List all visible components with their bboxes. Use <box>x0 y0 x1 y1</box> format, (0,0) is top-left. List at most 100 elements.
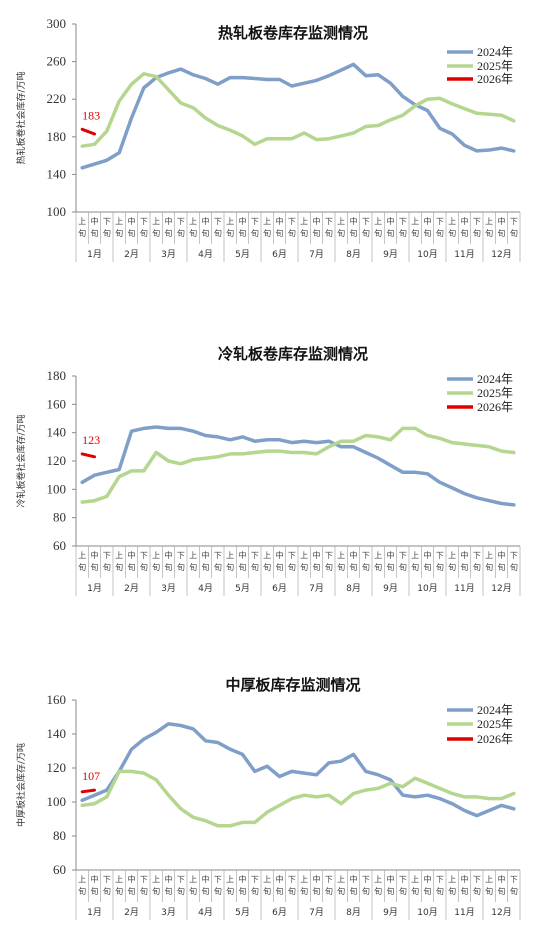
x-sub-label-bottom: 旬 <box>424 562 432 572</box>
x-sub-label-bottom: 旬 <box>152 562 160 572</box>
y-tick-label: 260 <box>47 54 67 69</box>
y-tick-label: 160 <box>47 396 67 411</box>
x-sub-label-bottom: 旬 <box>202 228 210 238</box>
x-sub-label-top: 上 <box>78 217 86 226</box>
legend-label: 2024年 <box>477 372 513 386</box>
x-sub-label-bottom: 旬 <box>485 228 493 238</box>
x-sub-label-bottom: 旬 <box>473 886 481 896</box>
x-sub-label-top: 上 <box>300 875 308 884</box>
x-sub-label-bottom: 旬 <box>399 886 407 896</box>
x-month-label: 7月 <box>309 907 324 918</box>
x-sub-label-bottom: 旬 <box>226 886 234 896</box>
x-sub-label-bottom: 旬 <box>288 562 296 572</box>
x-sub-label-top: 下 <box>177 551 185 560</box>
y-tick-label: 140 <box>47 726 67 741</box>
x-sub-label-bottom: 旬 <box>411 562 419 572</box>
x-sub-label-top: 上 <box>337 551 345 560</box>
x-sub-label-top: 上 <box>152 551 160 560</box>
x-sub-label-bottom: 旬 <box>115 228 123 238</box>
latest-value-annotation: 107 <box>82 769 100 783</box>
x-sub-label-top: 上 <box>189 551 197 560</box>
x-month-label: 11月 <box>454 249 474 260</box>
x-sub-label-top: 下 <box>140 217 148 226</box>
y-tick-label: 180 <box>47 368 67 383</box>
y-axis-label: 中厚板社会库存/万吨 <box>15 743 27 827</box>
x-month-label: 1月 <box>87 249 102 260</box>
y-tick-label: 140 <box>47 166 67 181</box>
x-sub-label-top: 中 <box>498 216 506 226</box>
x-sub-label-top: 上 <box>263 875 271 884</box>
x-sub-label-bottom: 旬 <box>276 562 284 572</box>
x-month-label: 5月 <box>235 249 250 260</box>
x-sub-label-bottom: 旬 <box>313 562 321 572</box>
series-line-2024 <box>80 722 516 818</box>
x-sub-label-top: 上 <box>152 217 160 226</box>
x-sub-label-bottom: 旬 <box>115 886 123 896</box>
x-sub-label-top: 上 <box>263 551 271 560</box>
x-sub-label-bottom: 旬 <box>165 562 173 572</box>
x-sub-label-bottom: 旬 <box>473 228 481 238</box>
x-sub-label-top: 下 <box>362 217 370 226</box>
x-sub-label-top: 下 <box>436 875 444 884</box>
x-sub-label-top: 中 <box>165 216 173 226</box>
x-sub-label-top: 中 <box>387 874 395 884</box>
y-tick-label: 60 <box>53 862 66 877</box>
x-sub-label-top: 下 <box>399 551 407 560</box>
x-sub-label-bottom: 旬 <box>374 886 382 896</box>
x-sub-label-bottom: 旬 <box>485 562 493 572</box>
x-sub-label-top: 上 <box>337 217 345 226</box>
x-sub-label-bottom: 旬 <box>189 562 197 572</box>
x-sub-label-bottom: 旬 <box>436 886 444 896</box>
series-line-2025 <box>80 769 516 828</box>
x-sub-label-bottom: 旬 <box>313 228 321 238</box>
series-line-2024 <box>80 62 516 170</box>
x-sub-label-top: 下 <box>510 551 518 560</box>
x-sub-label-top: 中 <box>498 550 506 560</box>
x-sub-label-bottom: 旬 <box>387 886 395 896</box>
legend-label: 2025年 <box>477 59 513 73</box>
x-sub-label-top: 上 <box>411 217 419 226</box>
x-sub-label-top: 上 <box>448 551 456 560</box>
x-sub-label-top: 中 <box>128 550 136 560</box>
x-sub-label-bottom: 旬 <box>448 886 456 896</box>
x-month-label: 2月 <box>124 249 139 260</box>
x-sub-label-bottom: 旬 <box>448 562 456 572</box>
x-sub-label-bottom: 旬 <box>251 886 259 896</box>
x-sub-label-top: 下 <box>510 875 518 884</box>
x-sub-label-bottom: 旬 <box>411 228 419 238</box>
x-sub-label-bottom: 旬 <box>115 562 123 572</box>
series-line-2026 <box>80 452 96 459</box>
x-sub-label-bottom: 旬 <box>263 562 271 572</box>
x-month-label: 4月 <box>198 249 213 260</box>
y-tick-label: 60 <box>53 538 66 553</box>
x-sub-label-top: 上 <box>485 217 493 226</box>
x-sub-label-top: 中 <box>276 874 284 884</box>
x-sub-label-bottom: 旬 <box>202 886 210 896</box>
latest-value-annotation: 123 <box>82 433 100 447</box>
x-sub-label-bottom: 旬 <box>152 886 160 896</box>
x-sub-label-bottom: 旬 <box>350 228 358 238</box>
x-sub-label-bottom: 旬 <box>362 562 370 572</box>
x-sub-label-top: 中 <box>424 874 432 884</box>
x-sub-label-top: 上 <box>448 875 456 884</box>
y-tick-label: 120 <box>47 760 67 775</box>
x-sub-label-top: 中 <box>387 216 395 226</box>
x-month-label: 6月 <box>272 249 287 260</box>
x-month-label: 2月 <box>124 583 139 594</box>
x-month-label: 10月 <box>417 249 437 260</box>
x-sub-label-bottom: 旬 <box>300 886 308 896</box>
legend-label: 2024年 <box>477 703 513 717</box>
x-sub-label-bottom: 旬 <box>177 562 185 572</box>
x-sub-label-top: 上 <box>374 551 382 560</box>
x-sub-label-top: 下 <box>436 551 444 560</box>
x-sub-label-bottom: 旬 <box>325 562 333 572</box>
x-sub-label-bottom: 旬 <box>103 228 111 238</box>
x-month-label: 3月 <box>161 249 176 260</box>
x-sub-label-bottom: 旬 <box>214 562 222 572</box>
x-sub-label-top: 上 <box>78 875 86 884</box>
x-month-label: 3月 <box>161 907 176 918</box>
x-sub-label-top: 上 <box>115 875 123 884</box>
x-sub-label-bottom: 旬 <box>78 886 86 896</box>
